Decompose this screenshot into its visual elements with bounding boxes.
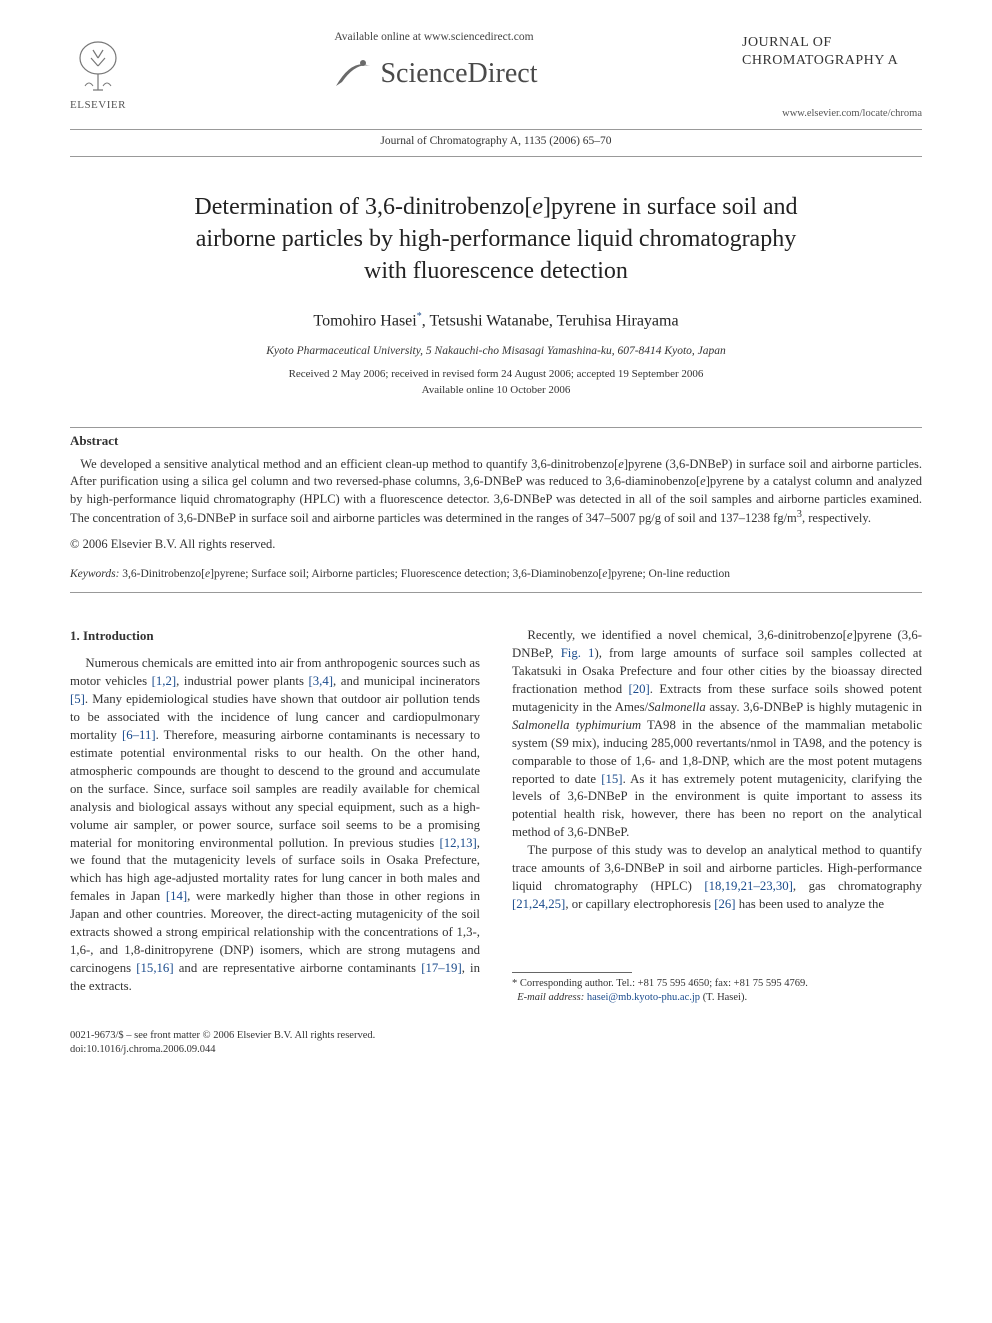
- p2e-i1: Salmonella typhimurium: [512, 718, 641, 732]
- ref-1-2[interactable]: [1,2]: [152, 674, 177, 688]
- header-rule-bottom: [70, 156, 922, 157]
- p3c: , or capillary electrophoresis: [565, 897, 714, 911]
- intro-p3: The purpose of this study was to develop…: [512, 842, 922, 914]
- ref-26[interactable]: [26]: [714, 897, 735, 911]
- ref-18-30[interactable]: [18,19,21–23,30]: [704, 879, 793, 893]
- author-list: Tomohiro Hasei*, Tetsushi Watanabe, Teru…: [70, 310, 922, 332]
- page-header: ELSEVIER Available online at www.science…: [70, 30, 922, 121]
- footer-left: 0021-9673/$ – see front matter © 2006 El…: [70, 1029, 375, 1057]
- header-rule-top: [70, 129, 922, 130]
- abs-seg1: We developed a sensitive analytical meth…: [80, 457, 618, 471]
- title-line2: airborne particles by high-performance l…: [196, 226, 796, 252]
- available-online-text: Available online at www.sciencedirect.co…: [146, 30, 722, 46]
- email-label: E-mail address:: [517, 992, 584, 1003]
- title-seg2: ]pyrene in surface soil and: [543, 194, 798, 220]
- p2e: assay. 3,6-DNBeP is highly mutagenic in: [706, 700, 922, 714]
- ref-17-19[interactable]: [17–19]: [421, 961, 462, 975]
- affiliation: Kyoto Pharmaceutical University, 5 Nakau…: [70, 344, 922, 360]
- email-link[interactable]: hasei@mb.kyoto-phu.ac.jp: [587, 992, 700, 1003]
- title-line3: with fluorescence detection: [364, 258, 628, 284]
- kw-seg1: 3,6-Dinitrobenzo[: [119, 568, 205, 580]
- email-tail: (T. Hasei).: [700, 992, 747, 1003]
- p1h: and are representative airborne contamin…: [174, 961, 422, 975]
- p3d: has been used to analyze the: [736, 897, 885, 911]
- page-footer: 0021-9673/$ – see front matter © 2006 El…: [70, 1029, 922, 1057]
- corresponding-footnote: * Corresponding author. Tel.: +81 75 595…: [512, 977, 922, 1005]
- p1b: , industrial power plants: [176, 674, 308, 688]
- p2d-i1: Salmonella: [648, 700, 706, 714]
- p1e: . Therefore, measuring airborne contamin…: [70, 728, 480, 849]
- author-2[interactable]: Tetsushi Watanabe: [429, 312, 548, 329]
- abstract-copyright: © 2006 Elsevier B.V. All rights reserved…: [70, 536, 922, 553]
- publisher-name: ELSEVIER: [70, 98, 126, 113]
- ref-3-4[interactable]: [3,4]: [309, 674, 334, 688]
- sciencedirect-wordmark: ScienceDirect: [380, 55, 537, 93]
- ref-5[interactable]: [5]: [70, 692, 85, 706]
- elsevier-tree-icon: [71, 38, 125, 96]
- abstract-body: We developed a sensitive analytical meth…: [70, 456, 922, 528]
- intro-p2: Recently, we identified a novel chemical…: [512, 627, 922, 842]
- body-columns: 1. Introduction Numerous chemicals are e…: [70, 627, 922, 1005]
- article-dates: Received 2 May 2006; received in revised…: [70, 367, 922, 399]
- sciencedirect-swoosh-icon: [330, 52, 374, 96]
- p3b: , gas chromatography: [793, 879, 922, 893]
- corr-line: * Corresponding author. Tel.: +81 75 595…: [512, 978, 808, 989]
- footer-doi: doi:10.1016/j.chroma.2006.09.044: [70, 1044, 216, 1055]
- journal-locate-link[interactable]: www.elsevier.com/locate/chroma: [742, 107, 922, 121]
- journal-name-line2: CHROMATOGRAPHY A: [742, 52, 922, 70]
- journal-reference: Journal of Chromatography A, 1135 (2006)…: [70, 134, 922, 150]
- author-1[interactable]: Tomohiro Hasei: [313, 312, 416, 329]
- ref-20[interactable]: [20]: [628, 682, 649, 696]
- abs-seg4: , respectively.: [802, 511, 871, 525]
- p1c: , and municipal incinerators: [333, 674, 480, 688]
- abstract-bottom-rule: [70, 592, 922, 593]
- ref-15[interactable]: [15]: [601, 772, 622, 786]
- kw-seg2: ]pyrene; Surface soil; Airborne particle…: [210, 568, 602, 580]
- title-italic-e: e: [532, 194, 543, 220]
- received-dates: Received 2 May 2006; received in revised…: [289, 368, 704, 380]
- ref-6-11[interactable]: [6–11]: [122, 728, 156, 742]
- keywords-line: Keywords: 3,6-Dinitrobenzo[e]pyrene; Sur…: [70, 567, 922, 583]
- corresponding-mark[interactable]: *: [417, 311, 422, 322]
- sciencedirect-logo: ScienceDirect: [146, 52, 722, 96]
- intro-heading: 1. Introduction: [70, 627, 480, 645]
- publisher-logo-block: ELSEVIER: [70, 30, 126, 113]
- ref-14[interactable]: [14]: [166, 889, 187, 903]
- p2a: Recently, we identified a novel chemical…: [527, 628, 847, 642]
- kw-seg3: ]pyrene; On-line reduction: [607, 568, 730, 580]
- sciencedirect-block: Available online at www.sciencedirect.co…: [126, 30, 742, 96]
- journal-title-block: JOURNAL OF CHROMATOGRAPHY A www.elsevier…: [742, 30, 922, 121]
- intro-p1: Numerous chemicals are emitted into air …: [70, 655, 480, 995]
- abstract-top-rule: [70, 427, 922, 428]
- keywords-label: Keywords:: [70, 568, 119, 580]
- ref-21-25[interactable]: [21,24,25]: [512, 897, 565, 911]
- title-seg1: Determination of 3,6-dinitrobenzo[: [194, 194, 532, 220]
- ref-15-16[interactable]: [15,16]: [136, 961, 173, 975]
- article-title: Determination of 3,6-dinitrobenzo[e]pyre…: [90, 191, 902, 288]
- ref-fig1[interactable]: Fig. 1: [561, 646, 595, 660]
- journal-name-line1: JOURNAL OF: [742, 34, 922, 52]
- footnote-rule: [512, 972, 632, 973]
- online-date: Available online 10 October 2006: [422, 384, 571, 396]
- abstract-heading: Abstract: [70, 432, 922, 450]
- ref-12-13[interactable]: [12,13]: [439, 836, 476, 850]
- footer-copyright: 0021-9673/$ – see front matter © 2006 El…: [70, 1030, 375, 1041]
- author-3[interactable]: Teruhisa Hirayama: [557, 312, 679, 329]
